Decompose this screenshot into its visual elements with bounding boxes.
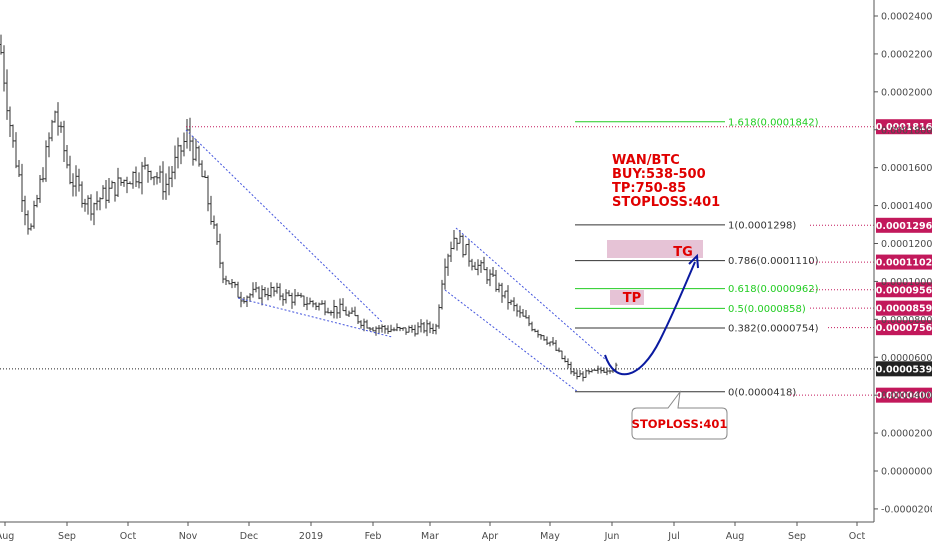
stoploss-callout-label: STOPLOSS:401: [632, 417, 728, 431]
y-tick-label: 0.0001800: [881, 125, 932, 136]
note-line: TP:750-85: [612, 181, 686, 196]
note-line: BUY:538-500: [612, 167, 706, 182]
fib-levels: 1.618(0.0001842) 1(0.0001298) 0.786(0.0001…: [575, 117, 819, 398]
fib-label: 0.382(0.0000754): [728, 324, 819, 335]
y-tick-label: -0.0000200: [881, 504, 932, 515]
y-tick-label: 0.0001000: [881, 277, 932, 288]
candles-layer: [0, 34, 618, 382]
fib-label: 1(0.0001298): [728, 220, 796, 231]
price-tag: [876, 254, 932, 270]
x-tick-label: Aug: [726, 531, 745, 542]
price-tag: [876, 387, 932, 403]
tp-zone: [610, 290, 644, 305]
price-tag-label: 0.0000956: [876, 285, 932, 296]
price-tag-label: 0.0000400: [876, 391, 932, 402]
y-tick-label: 0.0000800: [881, 315, 932, 326]
x-tick-label: Nov: [179, 531, 198, 542]
y-tick-label: 0.0000400: [881, 391, 932, 402]
x-tick-label: Mar: [421, 531, 439, 542]
fib-label: 0.786(0.0001110): [728, 256, 819, 267]
y-tick-label: 0.0002200: [881, 49, 932, 60]
y-tick-label: 0.0000000: [881, 467, 932, 478]
projection-arrow: [604, 261, 696, 376]
stoploss-callout: [631, 390, 728, 440]
tg-zone-label: TG: [673, 245, 693, 260]
price-tag-label: 0.0001102: [876, 258, 932, 269]
y-tick-label: 0.0002400: [881, 12, 932, 23]
note-line: STOPLOSS:401: [612, 195, 720, 210]
annotations: WAN/BTCBUY:538-500TP:750-85STOPLOSS:401S…: [604, 153, 728, 440]
price-tag: [876, 320, 932, 336]
y-tick-label: 0.0000200: [881, 429, 932, 440]
fib-label: 1.618(0.0001842): [728, 117, 819, 128]
x-tick-label: Oct: [849, 531, 866, 542]
x-tick-label: Jul: [667, 531, 679, 542]
tp-zone-label: TP: [623, 291, 641, 306]
price-tag-label: 0.0000539: [876, 364, 932, 375]
target-zones: TG TP: [607, 240, 703, 306]
trend-channels: [185, 129, 607, 393]
price-tags: 0.00018160.00012960.00011020.00009560.00…: [0, 119, 932, 403]
price-tag: [876, 282, 932, 298]
x-tick-label: Oct: [120, 531, 137, 542]
x-tick-label: May: [540, 531, 560, 542]
y-tick-label: 0.0001400: [881, 201, 932, 212]
price-tag: [876, 217, 932, 233]
fib-label: 0(0.0000418): [728, 387, 796, 398]
y-tick-label: 0.0001200: [881, 239, 932, 250]
channel-line-lower-1: [237, 297, 393, 338]
note-line: WAN/BTC: [612, 153, 680, 168]
x-tick-label: Dec: [240, 531, 258, 542]
x-tick-label: Aug: [0, 531, 14, 542]
price-tag: [876, 300, 932, 316]
price-tag-label: 0.0001816: [876, 122, 932, 133]
y-tick-label: 0.0002000: [881, 87, 932, 98]
x-tick-label: Sep: [788, 531, 806, 542]
channel-line-upper-1: [185, 129, 383, 323]
x-tick-label: Sep: [58, 531, 76, 542]
channel-line-upper-2: [455, 227, 607, 361]
price-tag-label: 0.0001296: [876, 221, 932, 232]
fib-label: 0.618(0.0000962): [728, 284, 819, 295]
x-tick-label: 2019: [299, 531, 323, 542]
fib-label: 0.5(0.0000858): [728, 304, 806, 315]
price-tag-label: 0.0000756: [876, 323, 932, 334]
y-tick-label: 0.0001600: [881, 163, 932, 174]
price-tag: [876, 361, 932, 377]
price-tag-label: 0.0000859: [876, 304, 932, 315]
price-tag: [876, 119, 932, 135]
channel-line-lower-2: [444, 289, 579, 393]
x-tick-label: Feb: [365, 531, 382, 542]
y-tick-label: 0.0000600: [881, 353, 932, 364]
x-tick-label: Jun: [604, 531, 620, 542]
projection-arrowhead: [688, 253, 699, 269]
x-tick-label: Apr: [482, 531, 499, 542]
tg-zone: [607, 240, 703, 258]
